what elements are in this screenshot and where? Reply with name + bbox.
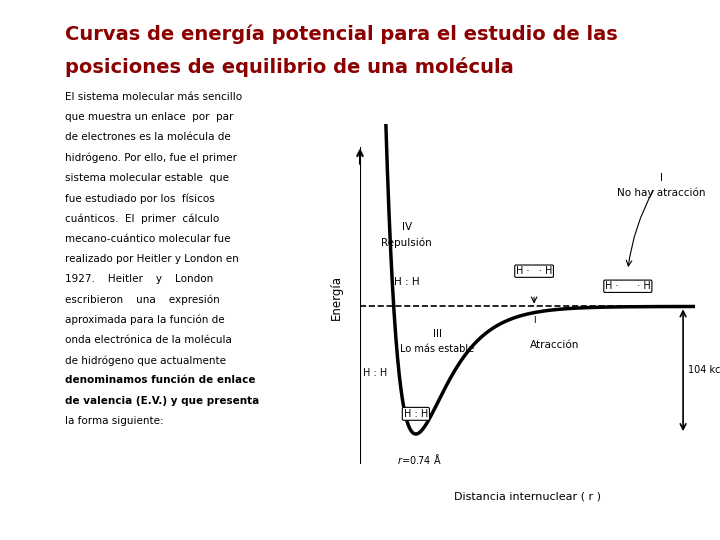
Text: El sistema molecular más sencillo: El sistema molecular más sencillo bbox=[65, 92, 242, 102]
Text: III: III bbox=[433, 329, 441, 339]
Text: escribieron    una    expresión: escribieron una expresión bbox=[65, 294, 220, 305]
Text: aproximada para la función de: aproximada para la función de bbox=[65, 314, 225, 325]
Text: H ·   · H: H · · H bbox=[516, 266, 552, 276]
Text: Curvas de energía potencial para el estudio de las: Curvas de energía potencial para el estu… bbox=[65, 24, 618, 44]
Text: No hay atracción: No hay atracción bbox=[617, 188, 706, 199]
Text: Lo más estable: Lo más estable bbox=[400, 344, 474, 354]
Text: $r$=0.74 Å: $r$=0.74 Å bbox=[397, 452, 441, 466]
Text: de valencia (E.V.) y que presenta: de valencia (E.V.) y que presenta bbox=[65, 395, 259, 406]
Text: I: I bbox=[533, 316, 536, 325]
Text: posiciones de equilibrio de una molécula: posiciones de equilibrio de una molécula bbox=[65, 57, 513, 77]
Text: que muestra un enlace  por  par: que muestra un enlace por par bbox=[65, 112, 233, 122]
Text: cuánticos.  El  primer  cálculo: cuánticos. El primer cálculo bbox=[65, 213, 219, 224]
Text: I: I bbox=[660, 173, 663, 183]
Text: Distancia internuclear ( r ): Distancia internuclear ( r ) bbox=[454, 492, 601, 502]
Text: de electrones es la molécula de: de electrones es la molécula de bbox=[65, 132, 230, 143]
Text: hidrógeno. Por ello, fue el primer: hidrógeno. Por ello, fue el primer bbox=[65, 152, 237, 163]
Text: Atracción: Atracción bbox=[529, 340, 579, 350]
Text: fue estudiado por los  físicos: fue estudiado por los físicos bbox=[65, 193, 215, 204]
Text: H ·      · H: H · · H bbox=[605, 281, 651, 291]
Text: IV: IV bbox=[402, 222, 412, 233]
Text: sistema molecular estable  que: sistema molecular estable que bbox=[65, 173, 229, 183]
Text: H : H: H : H bbox=[404, 409, 428, 419]
Text: mecano-cuántico molecular fue: mecano-cuántico molecular fue bbox=[65, 234, 230, 244]
Text: 1927.    Heitler    y    London: 1927. Heitler y London bbox=[65, 274, 213, 284]
Text: H : H: H : H bbox=[364, 368, 387, 379]
Text: denominamos función de enlace: denominamos función de enlace bbox=[65, 375, 256, 386]
Text: Repulsión: Repulsión bbox=[382, 238, 432, 248]
Text: la forma siguiente:: la forma siguiente: bbox=[65, 416, 163, 426]
Text: de hidrógeno que actualmente: de hidrógeno que actualmente bbox=[65, 355, 226, 366]
Text: 104 kcal/mol: 104 kcal/mol bbox=[688, 365, 720, 375]
Text: onda electrónica de la molécula: onda electrónica de la molécula bbox=[65, 335, 232, 345]
Text: realizado por Heitler y London en: realizado por Heitler y London en bbox=[65, 254, 238, 264]
Text: Energía: Energía bbox=[330, 275, 343, 320]
Text: H : H: H : H bbox=[394, 277, 420, 287]
